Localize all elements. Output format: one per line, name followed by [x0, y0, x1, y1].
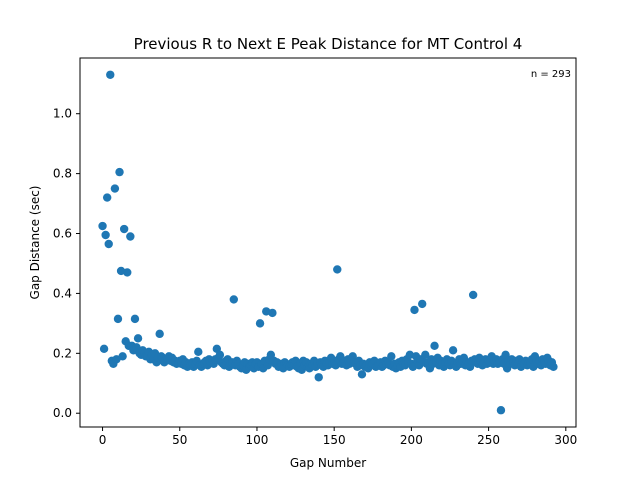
plot-frame [79, 57, 577, 428]
data-point [215, 350, 225, 360]
data-point [314, 373, 323, 382]
data-point [102, 193, 112, 202]
x-axis: 0 50 100 150 200 250 300 [99, 427, 577, 447]
x-tick-label: 300 [554, 433, 577, 447]
y-tick-label: 0.8 [53, 167, 72, 181]
data-point [99, 344, 109, 354]
data-point [468, 290, 478, 300]
data-point [418, 299, 427, 309]
data-point [104, 239, 113, 249]
data-point [155, 329, 164, 339]
y-axis: 0.0 0.2 0.4 0.6 0.8 1.0 [53, 107, 80, 420]
x-tick-label: 200 [400, 433, 423, 447]
points-layer [98, 70, 558, 415]
data-point [118, 352, 127, 361]
y-tick-label: 1.0 [53, 107, 72, 121]
data-point [421, 350, 430, 360]
data-point [255, 319, 265, 328]
x-tick-label: 250 [477, 433, 500, 447]
x-tick-label: 100 [246, 433, 269, 447]
x-tick-label: 0 [99, 433, 107, 447]
y-tick-label: 0.0 [53, 406, 72, 420]
data-point [268, 308, 277, 318]
data-point [130, 314, 140, 324]
data-point [133, 334, 143, 343]
data-point [113, 314, 123, 324]
data-point [98, 221, 107, 231]
data-point [119, 224, 129, 234]
y-tick-label: 0.6 [53, 227, 72, 241]
data-point [194, 347, 203, 357]
data-point [333, 265, 342, 274]
data-point [123, 268, 132, 277]
data-point [110, 184, 120, 193]
x-axis-label: Gap Number [290, 456, 366, 470]
data-point [430, 341, 439, 351]
y-tick-label: 0.4 [53, 286, 72, 300]
x-tick-label: 50 [172, 433, 187, 447]
data-point [106, 70, 115, 79]
data-point [410, 305, 419, 315]
data-point [549, 362, 558, 371]
data-point [387, 352, 396, 361]
sample-size-annotation: n = 293 [531, 69, 571, 80]
data-point [229, 295, 238, 304]
data-point [357, 370, 367, 379]
chart-title: Previous R to Next E Peak Distance for M… [134, 35, 523, 53]
y-axis-label: Gap Distance (sec) [28, 186, 42, 300]
data-point [101, 230, 110, 240]
data-point [496, 406, 506, 415]
x-tick-label: 150 [323, 433, 346, 447]
y-tick-label: 0.2 [53, 346, 72, 360]
data-point [115, 167, 124, 177]
data-point [126, 232, 135, 241]
data-point [448, 346, 458, 355]
